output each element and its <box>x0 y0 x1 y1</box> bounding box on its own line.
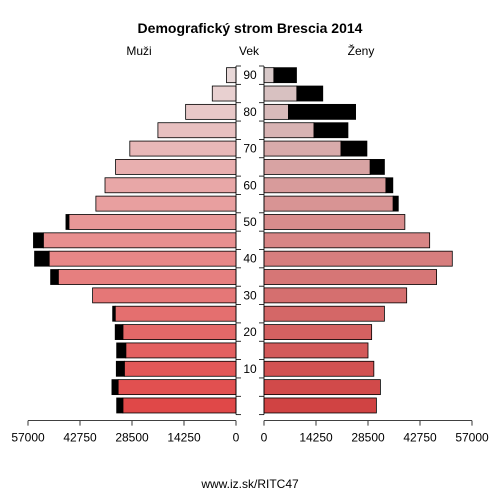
female-excess-70-74 <box>340 140 368 157</box>
left-series-label: Muži <box>126 44 151 58</box>
age-tick-label: 60 <box>243 178 257 192</box>
male-bar-20-24 <box>122 324 237 340</box>
female-bar-5-9 <box>263 379 381 396</box>
female-x-tick-label: 42750 <box>403 431 437 445</box>
male-x-tick-label: 42750 <box>63 431 97 445</box>
female-excess-55-59 <box>392 195 399 212</box>
male-bar-90+ <box>226 67 237 84</box>
female-bar-0-4 <box>263 397 377 414</box>
male-x-tick-label: 57000 <box>11 431 45 445</box>
female-excess-75-79 <box>313 122 349 139</box>
male-bar-25-29 <box>114 305 237 322</box>
age-axis-label: Vek <box>239 44 260 58</box>
male-excess-35-39 <box>50 269 59 285</box>
male-bar-15-19 <box>125 342 237 359</box>
female-bar-90+ <box>263 67 275 84</box>
age-tick-label: 20 <box>243 325 257 339</box>
male-x-tick-label: 28500 <box>115 431 149 445</box>
female-x-tick-label: 28500 <box>351 431 385 445</box>
female-bar-40-44 <box>263 250 453 267</box>
male-bar-85-89 <box>211 85 237 102</box>
female-excess-65-69 <box>369 159 385 175</box>
female-excess-60-64 <box>385 177 394 194</box>
female-bar-15-19 <box>263 342 369 359</box>
female-bar-30-34 <box>263 287 408 304</box>
age-tick-label: 50 <box>243 215 257 229</box>
female-bar-55-59 <box>263 195 394 212</box>
male-bar-35-39 <box>57 269 237 285</box>
male-excess-5-9 <box>111 379 119 396</box>
male-excess-50-54 <box>65 214 70 230</box>
female-bar-70-74 <box>263 140 342 157</box>
male-x-tick-label: 0 <box>233 431 240 445</box>
male-excess-45-49 <box>33 232 44 249</box>
female-bar-35-39 <box>263 269 438 285</box>
male-bar-45-49 <box>42 232 237 249</box>
male-bar-75-79 <box>157 122 237 139</box>
age-tick-label: 70 <box>243 142 257 156</box>
male-excess-15-19 <box>116 342 127 359</box>
male-bar-65-69 <box>115 159 237 175</box>
male-x-tick-label: 14250 <box>167 431 201 445</box>
female-bar-85-89 <box>263 85 298 102</box>
male-bar-80-84 <box>185 103 237 120</box>
age-tick-label: 30 <box>243 288 257 302</box>
female-bar-45-49 <box>263 232 431 249</box>
male-bar-55-59 <box>95 195 237 212</box>
age-tick-label: 80 <box>243 105 257 119</box>
female-excess-85-89 <box>296 85 324 102</box>
male-excess-10-14 <box>115 360 125 377</box>
female-x-tick-label: 0 <box>261 431 268 445</box>
male-bar-50-54 <box>68 214 237 230</box>
age-tick-label: 90 <box>243 68 257 82</box>
female-bar-65-69 <box>263 159 371 175</box>
male-excess-20-24 <box>114 324 124 340</box>
chart-title: Demografický strom Brescia 2014 <box>138 20 363 36</box>
male-bar-0-4 <box>122 397 237 414</box>
female-x-tick-label: 14250 <box>299 431 333 445</box>
male-bar-10-14 <box>123 360 237 377</box>
female-bar-25-29 <box>263 305 385 322</box>
male-excess-25-29 <box>112 305 116 322</box>
female-bar-20-24 <box>263 324 373 340</box>
male-excess-0-4 <box>116 397 124 414</box>
age-tick-label: 40 <box>243 252 257 266</box>
female-bar-50-54 <box>263 214 406 230</box>
female-bar-10-14 <box>263 360 375 377</box>
male-bar-70-74 <box>129 140 237 157</box>
footer-source: www.iz.sk/RITC47 <box>200 477 299 491</box>
right-series-label: Ženy <box>348 43 375 58</box>
female-bar-80-84 <box>263 103 289 120</box>
female-bar-75-79 <box>263 122 315 139</box>
male-excess-40-44 <box>34 250 50 267</box>
male-bar-30-34 <box>92 287 237 304</box>
female-bar-60-64 <box>263 177 387 194</box>
male-bar-60-64 <box>104 177 237 194</box>
male-bar-40-44 <box>48 250 237 267</box>
female-excess-80-84 <box>288 103 356 120</box>
female-x-tick-label: 57000 <box>455 431 489 445</box>
female-excess-90+ <box>273 67 297 84</box>
male-bar-5-9 <box>117 379 237 396</box>
age-tick-label: 10 <box>243 362 257 376</box>
axes-group: 10 20 30 40 50 60 70 80 90 57000 42750 28500 14250 0 0… <box>11 65 489 445</box>
bars-group <box>33 67 453 414</box>
